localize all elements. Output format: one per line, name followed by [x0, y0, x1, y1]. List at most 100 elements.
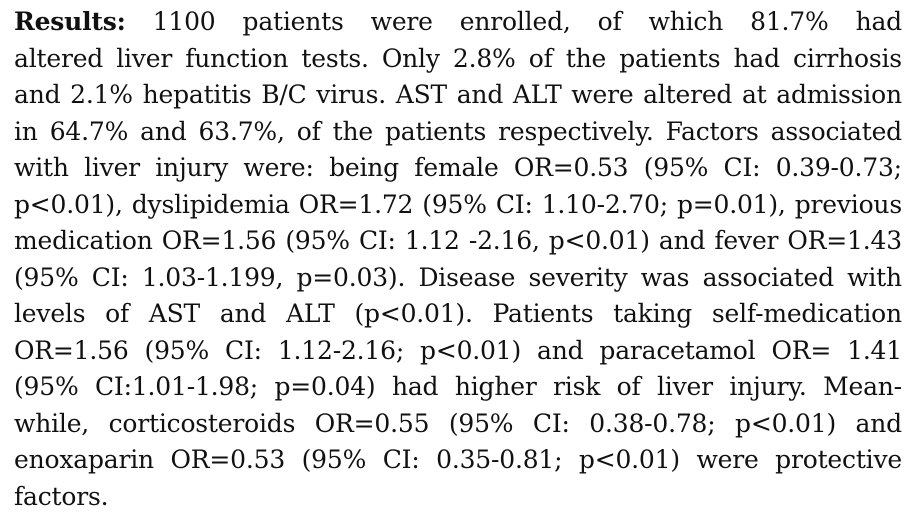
- word: and: [14, 80, 61, 109]
- word: function: [185, 43, 289, 73]
- word: Only: [381, 43, 440, 73]
- text-line: altered liver function tests. Only 2.8% of the p…: [14, 41, 902, 78]
- word: (95%: [301, 445, 367, 474]
- word: (95%: [448, 408, 514, 438]
- text-line: with liver injury were: being female OR=0.53 (9…: [14, 150, 902, 187]
- word: CI:: [532, 408, 570, 438]
- word: with: [847, 262, 902, 292]
- word: 1.03-1.199,: [141, 262, 284, 292]
- word: female: [414, 153, 499, 182]
- word: (95%: [285, 226, 350, 255]
- word: of: [105, 299, 130, 328]
- word: injury.: [729, 372, 807, 401]
- word: p<0.01),: [14, 189, 123, 219]
- word: (95%: [643, 153, 709, 182]
- word: had: [391, 372, 439, 401]
- word: (p<0.01).: [354, 299, 473, 328]
- word: the: [332, 116, 374, 146]
- word: CI:: [723, 153, 761, 182]
- word: of: [597, 7, 622, 36]
- word: risk: [553, 372, 601, 401]
- word: B/C: [261, 80, 307, 109]
- word: p=0.01),: [676, 189, 786, 219]
- word: enoxaparin: [14, 445, 154, 474]
- word: factors.: [14, 481, 109, 511]
- word: fever: [714, 226, 779, 255]
- word: (95%: [422, 189, 487, 219]
- word: p<0.01): [420, 335, 521, 365]
- text-line: OR=1.56 (95% CI: 1.12-2.16; p<0.01) and parace…: [14, 333, 902, 370]
- word: had: [733, 43, 780, 73]
- word: 1100: [152, 7, 216, 36]
- word: which: [648, 7, 724, 36]
- word: 1.12: [404, 226, 460, 255]
- word: while,: [14, 408, 90, 438]
- word: patients: [242, 7, 344, 36]
- text-line: while, corticosteroids OR=0.55 (95% CI: 0.38-…: [14, 406, 902, 443]
- word: were: [696, 445, 759, 474]
- word: and: [219, 299, 267, 328]
- text-line: levels of AST and ALT (p<0.01). Patients taking…: [14, 296, 902, 333]
- word: 1.41: [847, 335, 902, 365]
- word: 0.38-0.78;: [589, 408, 716, 438]
- word: OR=: [771, 335, 832, 365]
- word: and: [855, 408, 903, 438]
- word: ALT: [286, 299, 335, 328]
- word: virus.: [316, 80, 387, 109]
- word: OR=0.53: [170, 445, 286, 474]
- word: taking: [613, 299, 693, 328]
- text-line: factors.: [14, 479, 902, 516]
- word: 64.7%: [49, 116, 129, 146]
- word: enrolled,: [459, 7, 571, 36]
- word: altered: [643, 80, 733, 109]
- word: patients: [619, 43, 721, 73]
- word: CI:: [225, 335, 262, 365]
- text-line: Results: 1100 patients were enrolled, of which…: [14, 4, 902, 41]
- text-line: (95% CI: 1.03-1.199, p=0.03). Disease severit…: [14, 260, 902, 297]
- word: levels: [14, 299, 86, 328]
- word: OR=1.56: [161, 226, 277, 255]
- word: admission: [776, 80, 902, 109]
- word: self-medication: [711, 299, 902, 328]
- word: had: [855, 7, 903, 36]
- word: and: [140, 116, 187, 146]
- word: AST: [148, 299, 201, 328]
- word: medication: [14, 226, 153, 255]
- word: OR=1.72: [298, 189, 414, 219]
- word: with: [14, 153, 69, 182]
- word: 2.1%: [70, 80, 133, 109]
- word: CI:: [382, 445, 420, 474]
- word: liver: [116, 43, 173, 73]
- word: dyslipidemia: [131, 189, 290, 219]
- word: and: [456, 80, 504, 109]
- word: protective: [775, 445, 902, 474]
- word: Mean-: [823, 372, 902, 401]
- word: (95%: [14, 372, 79, 401]
- word: of: [616, 372, 641, 401]
- word: OR=0.55: [314, 408, 430, 438]
- word: AST: [395, 80, 447, 109]
- word: corticosteroids: [108, 408, 296, 438]
- word: Patients: [492, 299, 594, 328]
- word: 2.8%: [452, 43, 516, 73]
- word: -2.16,: [468, 226, 540, 255]
- word: 63.7%,: [198, 116, 285, 146]
- word: the: [565, 43, 607, 73]
- word: of: [296, 116, 321, 146]
- word: were: [370, 7, 433, 36]
- word: 81.7%: [750, 7, 829, 36]
- word: p=0.04): [274, 372, 376, 401]
- section-heading: Results:: [14, 7, 126, 36]
- word: were: [571, 80, 634, 109]
- word: being: [329, 153, 399, 182]
- word: in: [14, 116, 38, 146]
- word: OR=1.43: [787, 226, 902, 255]
- word: OR=1.56: [14, 335, 129, 365]
- word: liver: [657, 372, 713, 401]
- text-line: (95% CI:1.01-1.98; p=0.04) had higher risk of l…: [14, 369, 902, 406]
- word: at: [741, 80, 767, 109]
- word: was: [640, 262, 690, 292]
- word: 0.39-0.73;: [775, 153, 902, 182]
- word: CI:1.01-1.98;: [95, 372, 259, 401]
- text-line: in 64.7% and 63.7%, of the patients respectivel…: [14, 114, 902, 151]
